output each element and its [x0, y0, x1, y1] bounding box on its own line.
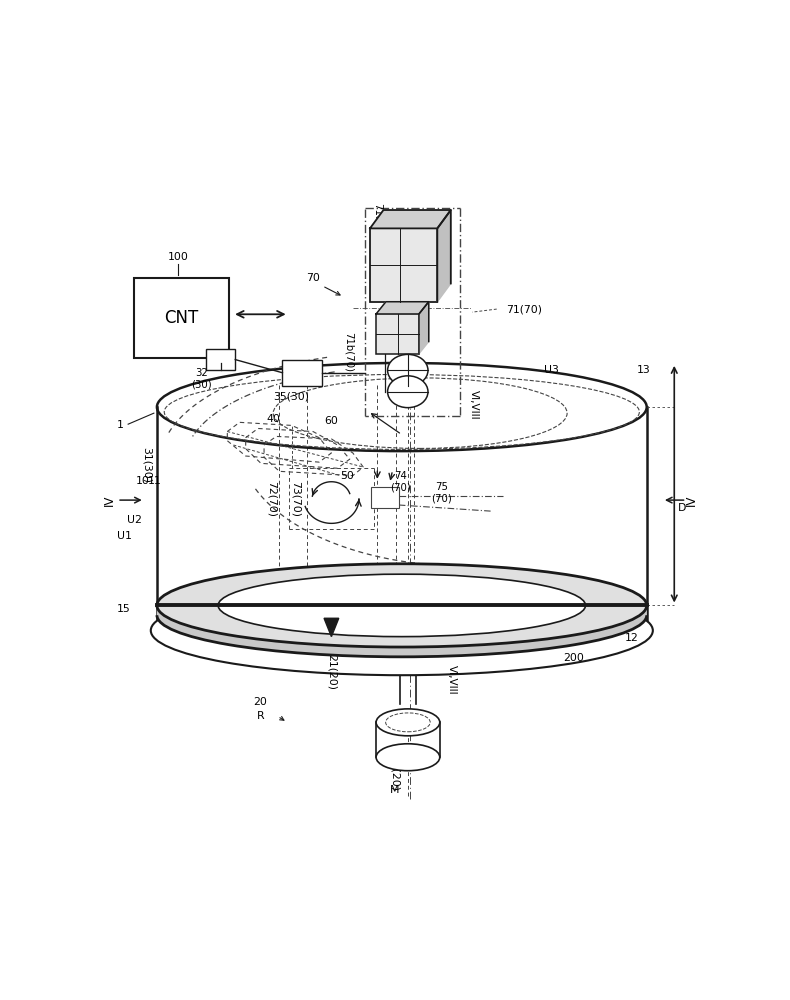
Ellipse shape	[376, 709, 440, 736]
Ellipse shape	[388, 376, 428, 408]
Ellipse shape	[157, 572, 647, 655]
Text: 71a(70): 71a(70)	[372, 203, 382, 243]
Text: IV: IV	[685, 494, 698, 506]
Ellipse shape	[157, 568, 647, 651]
Text: 50: 50	[340, 471, 354, 481]
Bar	[206, 349, 235, 370]
Text: C: C	[502, 629, 510, 639]
Ellipse shape	[157, 566, 647, 649]
Text: 71b(70): 71b(70)	[344, 332, 354, 372]
Ellipse shape	[218, 574, 585, 637]
Text: 100: 100	[168, 252, 189, 262]
Text: D: D	[677, 503, 686, 513]
Text: 11: 11	[149, 476, 162, 486]
Text: 32
(30): 32 (30)	[191, 368, 212, 390]
Text: 35(30): 35(30)	[273, 391, 310, 401]
Text: 1: 1	[117, 420, 123, 430]
Text: 20: 20	[254, 697, 267, 707]
Polygon shape	[438, 210, 451, 302]
Text: 21(20): 21(20)	[326, 654, 337, 690]
Text: U1: U1	[117, 531, 132, 541]
Ellipse shape	[151, 586, 653, 675]
Ellipse shape	[157, 574, 647, 657]
Text: R: R	[257, 711, 264, 721]
Bar	[376, 314, 419, 354]
Text: M: M	[389, 785, 399, 795]
Text: 71(70): 71(70)	[506, 304, 542, 314]
Text: 73(70): 73(70)	[291, 481, 301, 517]
Text: VI,VIII: VI,VIII	[447, 665, 457, 694]
Ellipse shape	[157, 564, 647, 647]
Polygon shape	[419, 302, 429, 354]
Text: 12: 12	[625, 633, 638, 643]
Text: 31(30): 31(30)	[141, 447, 152, 483]
Bar	[371, 487, 399, 508]
Text: 70: 70	[306, 273, 320, 283]
Text: 200: 200	[562, 653, 584, 663]
Text: 72(70): 72(70)	[266, 481, 276, 517]
Text: 13: 13	[637, 365, 650, 375]
Text: 15: 15	[116, 604, 130, 614]
Text: IV: IV	[103, 494, 116, 506]
Polygon shape	[324, 618, 339, 637]
Ellipse shape	[388, 354, 428, 386]
Text: CNT: CNT	[164, 309, 199, 327]
Bar	[134, 278, 229, 358]
Ellipse shape	[376, 744, 440, 771]
Bar	[370, 228, 438, 302]
Text: 40: 40	[266, 414, 280, 424]
Text: 10: 10	[136, 476, 150, 486]
Text: VI,VIII: VI,VIII	[468, 390, 479, 420]
Text: 23(20): 23(20)	[389, 755, 400, 791]
Ellipse shape	[157, 570, 647, 653]
Text: 60: 60	[325, 416, 338, 426]
Text: U2: U2	[127, 515, 141, 525]
Polygon shape	[376, 302, 429, 314]
Text: U3: U3	[544, 365, 559, 375]
Polygon shape	[370, 210, 451, 228]
Bar	[282, 360, 322, 386]
Text: 75
(70): 75 (70)	[431, 482, 452, 504]
Text: 22
(20): 22 (20)	[440, 592, 461, 614]
Text: 74
(70): 74 (70)	[390, 471, 411, 493]
Ellipse shape	[157, 564, 647, 647]
